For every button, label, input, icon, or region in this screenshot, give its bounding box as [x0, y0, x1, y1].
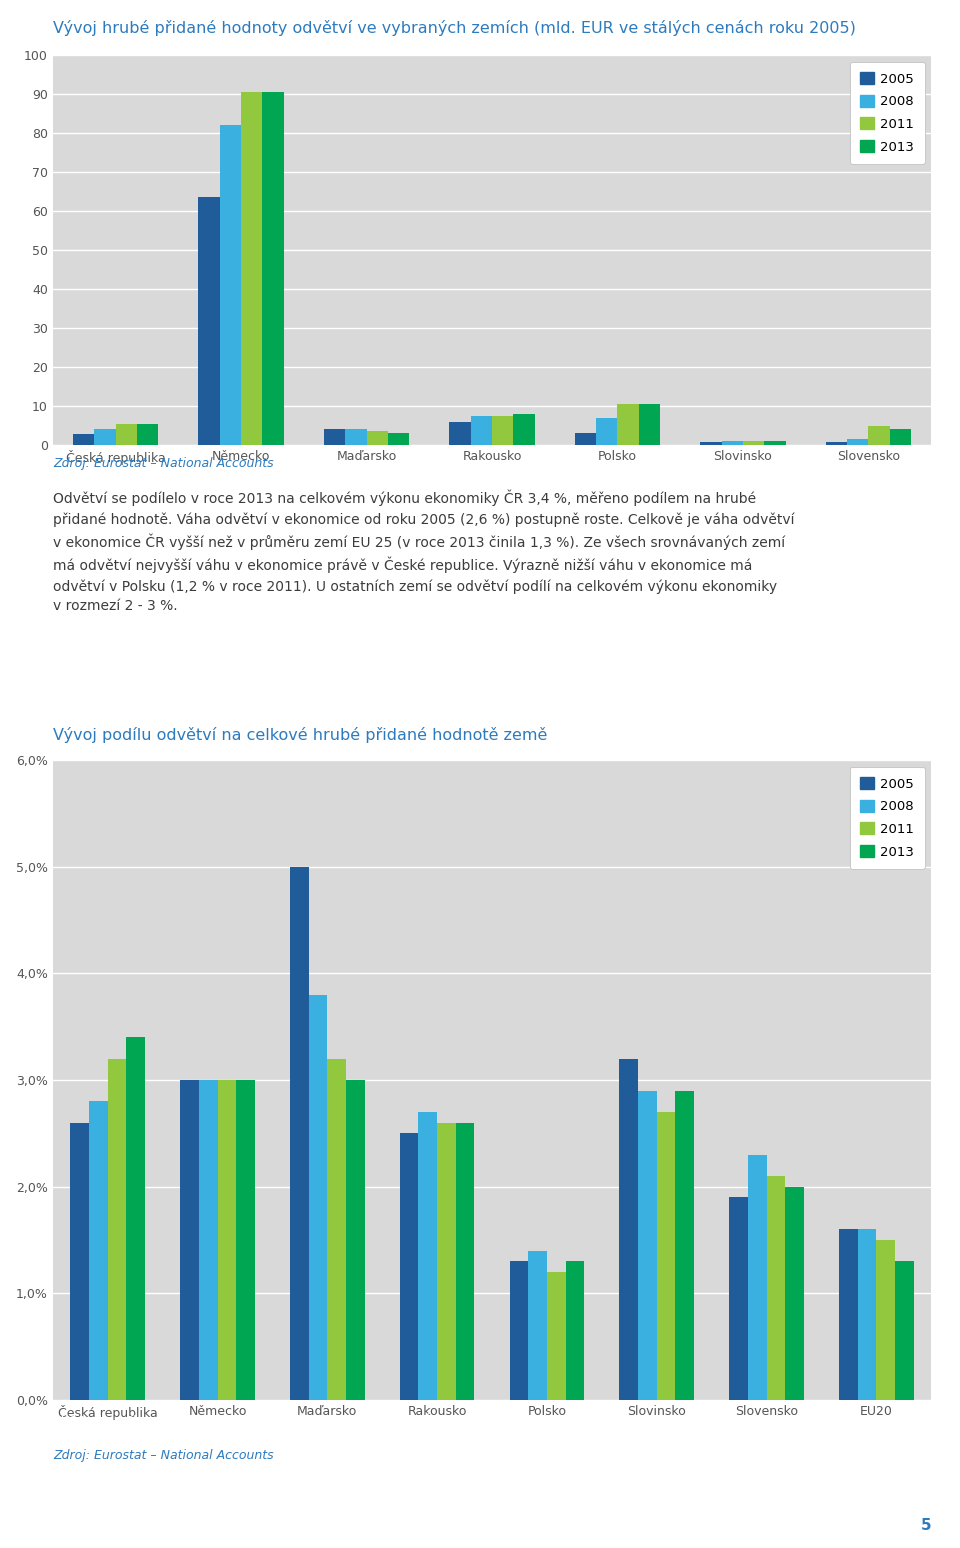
Bar: [722, 441, 743, 444]
Bar: [470, 416, 492, 444]
Bar: [127, 1037, 145, 1399]
Text: Odvětví se podílelo v roce 2013 na celkovém výkonu ekonomiky ČR 3,4 %, měřeno po: Odvětví se podílelo v roce 2013 na celko…: [53, 491, 794, 613]
Bar: [367, 432, 388, 444]
Bar: [308, 995, 327, 1399]
Bar: [492, 416, 514, 444]
Bar: [676, 1091, 694, 1399]
Bar: [514, 413, 535, 444]
Text: Zdroj: Eurostat – National Accounts: Zdroj: Eurostat – National Accounts: [53, 457, 274, 469]
Bar: [895, 1262, 914, 1399]
Bar: [528, 1251, 547, 1399]
Bar: [890, 429, 911, 444]
Bar: [565, 1262, 585, 1399]
Bar: [700, 441, 722, 444]
Text: 5: 5: [921, 1517, 931, 1533]
Bar: [826, 443, 847, 444]
Bar: [547, 1272, 565, 1399]
Bar: [236, 1081, 254, 1399]
Bar: [575, 433, 596, 444]
Bar: [346, 429, 367, 444]
Bar: [327, 1059, 346, 1399]
Bar: [73, 433, 94, 444]
Bar: [324, 429, 346, 444]
Bar: [199, 197, 220, 444]
Bar: [456, 1122, 474, 1399]
Bar: [70, 1122, 89, 1399]
Bar: [766, 1176, 785, 1399]
Text: EU20 - bez Chorvatska, UK, Portugalska, Německa, Polska, Španělska, Lotyšska a Š: EU20 - bez Chorvatska, UK, Portugalska, …: [53, 1412, 618, 1427]
Bar: [617, 404, 638, 444]
Bar: [839, 1229, 857, 1399]
Bar: [449, 421, 470, 444]
Bar: [419, 1111, 437, 1399]
Bar: [876, 1240, 895, 1399]
Bar: [241, 91, 262, 444]
Bar: [657, 1111, 676, 1399]
Bar: [218, 1081, 236, 1399]
Bar: [748, 1155, 766, 1399]
Legend: 2005, 2008, 2011, 2013: 2005, 2008, 2011, 2013: [850, 766, 924, 868]
Bar: [847, 440, 869, 444]
Bar: [638, 404, 660, 444]
Text: Vývoj hrubé přidané hodnoty odvětví ve vybraných zemích (mld. EUR ve stálých cen: Vývoj hrubé přidané hodnoty odvětví ve v…: [53, 20, 855, 36]
Bar: [399, 1133, 419, 1399]
Legend: 2005, 2008, 2011, 2013: 2005, 2008, 2011, 2013: [850, 62, 924, 164]
Bar: [89, 1101, 108, 1399]
Bar: [220, 125, 241, 444]
Bar: [137, 424, 158, 444]
Bar: [108, 1059, 127, 1399]
Bar: [115, 424, 137, 444]
Bar: [730, 1197, 748, 1399]
Bar: [743, 441, 764, 444]
Bar: [94, 429, 115, 444]
Bar: [388, 433, 409, 444]
Text: Zdroj: Eurostat – National Accounts: Zdroj: Eurostat – National Accounts: [53, 1449, 274, 1463]
Bar: [638, 1091, 657, 1399]
Bar: [290, 867, 308, 1399]
Bar: [262, 91, 284, 444]
Bar: [619, 1059, 638, 1399]
Bar: [857, 1229, 876, 1399]
Bar: [346, 1081, 365, 1399]
Bar: [510, 1262, 528, 1399]
Bar: [180, 1081, 199, 1399]
Bar: [869, 426, 890, 444]
Bar: [596, 418, 617, 444]
Bar: [785, 1187, 804, 1399]
Text: Vývoj podílu odvětví na celkové hrubé přidané hodnotě země: Vývoj podílu odvětví na celkové hrubé př…: [53, 728, 547, 743]
Bar: [437, 1122, 456, 1399]
Bar: [764, 441, 785, 444]
Bar: [199, 1081, 218, 1399]
